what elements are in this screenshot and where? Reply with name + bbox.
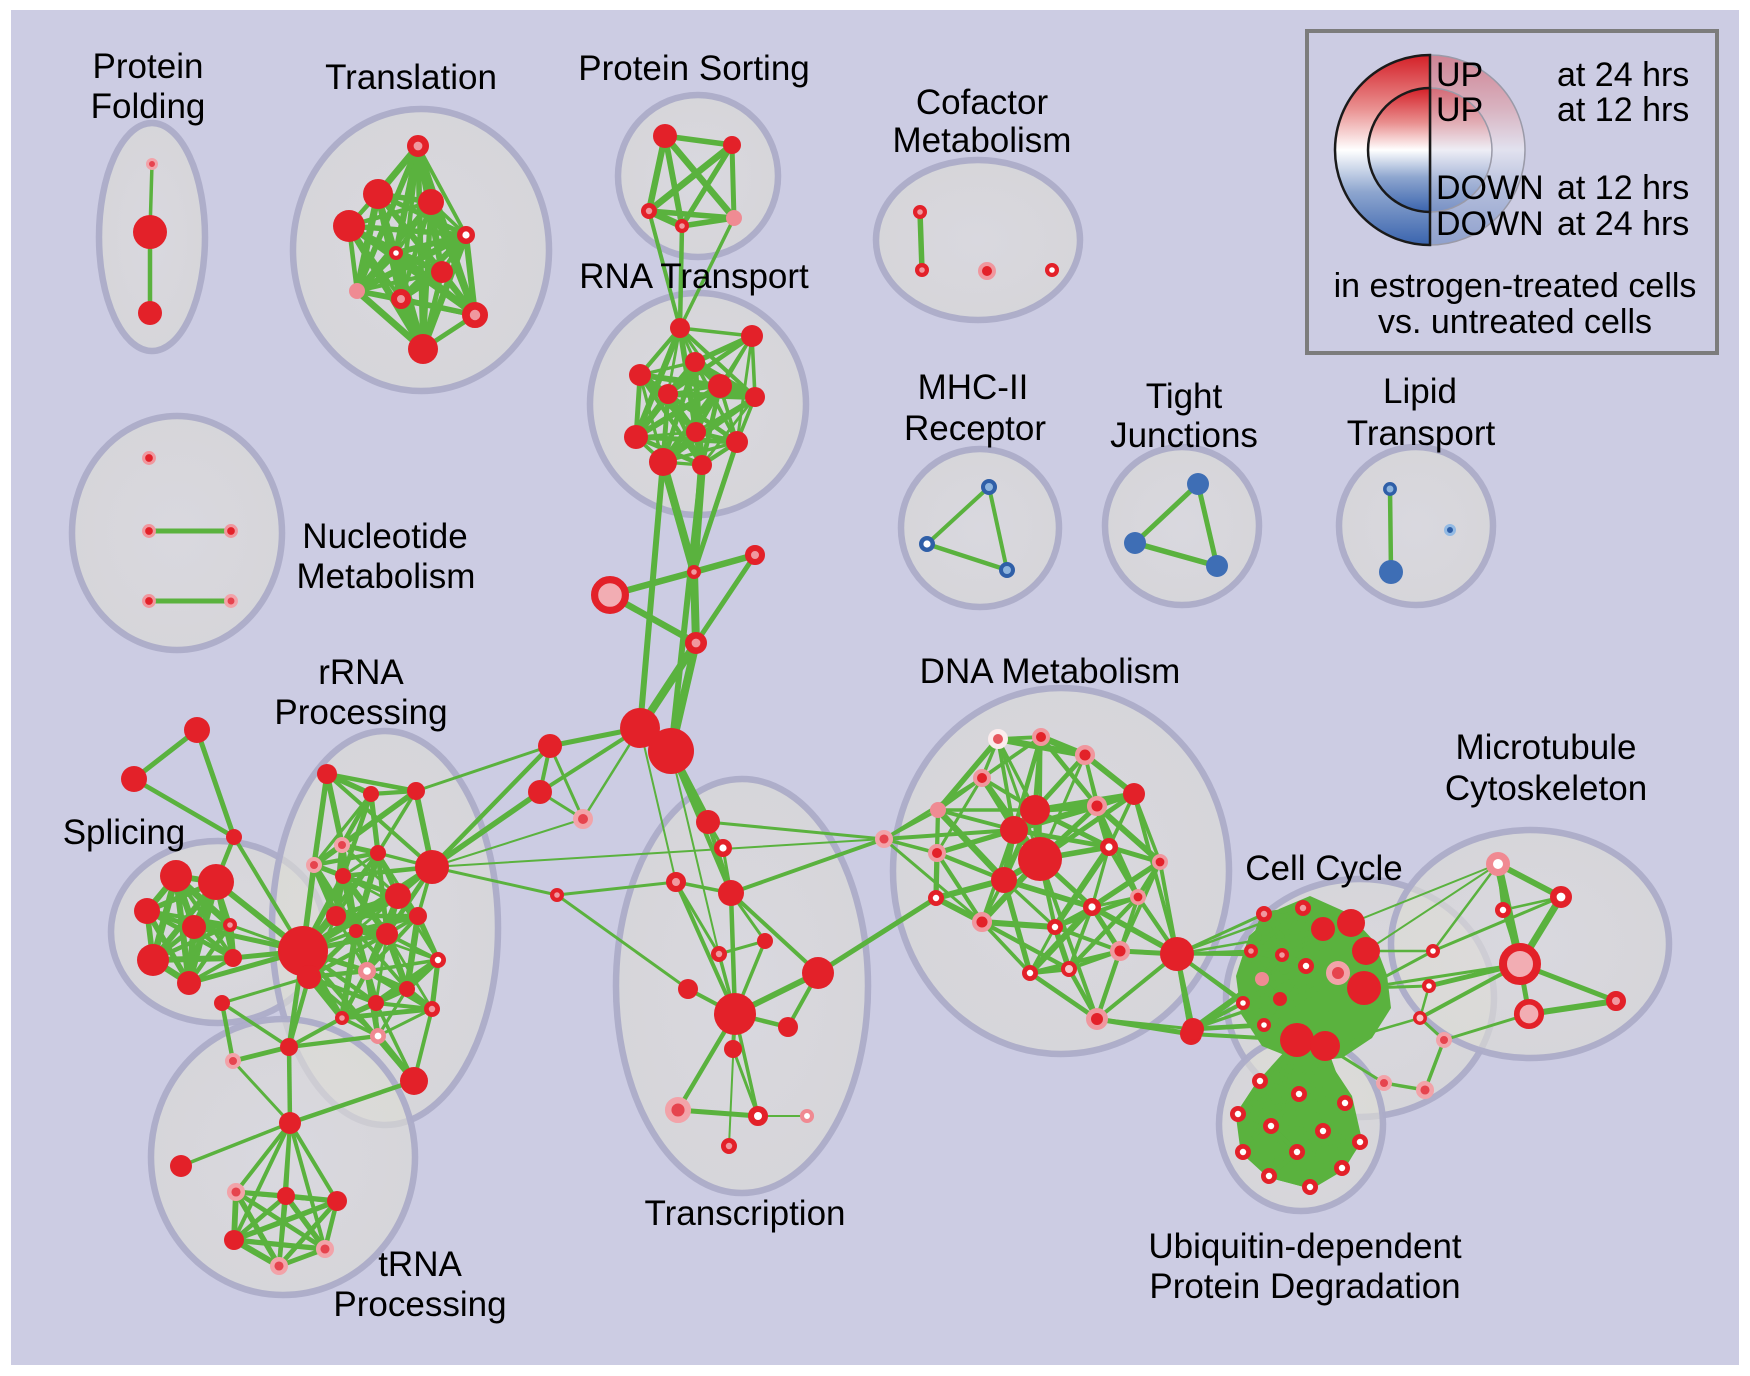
svg-text:at 12 hrs: at 12 hrs bbox=[1557, 91, 1689, 129]
svg-text:vs. untreated cells: vs. untreated cells bbox=[1378, 303, 1652, 341]
svg-text:DOWN: DOWN bbox=[1436, 169, 1544, 207]
svg-text:Receptor: Receptor bbox=[904, 409, 1046, 448]
svg-text:at 24 hrs: at 24 hrs bbox=[1557, 205, 1689, 243]
svg-text:MHC-II: MHC-II bbox=[918, 368, 1029, 407]
svg-text:UP: UP bbox=[1436, 91, 1483, 129]
svg-text:Cofactor: Cofactor bbox=[916, 83, 1049, 122]
svg-text:at 24 hrs: at 24 hrs bbox=[1557, 56, 1689, 94]
svg-text:Cytoskeleton: Cytoskeleton bbox=[1445, 769, 1647, 808]
svg-text:Metabolism: Metabolism bbox=[297, 557, 476, 596]
svg-text:Protein Sorting: Protein Sorting bbox=[578, 49, 810, 88]
svg-text:Junctions: Junctions bbox=[1110, 416, 1258, 455]
svg-text:Nucleotide: Nucleotide bbox=[302, 517, 467, 556]
svg-text:Lipid: Lipid bbox=[1383, 372, 1457, 411]
svg-text:RNA Transport: RNA Transport bbox=[579, 257, 809, 296]
svg-text:Transport: Transport bbox=[1347, 414, 1496, 453]
svg-text:rRNA: rRNA bbox=[318, 653, 404, 692]
svg-text:Tight: Tight bbox=[1146, 377, 1223, 416]
svg-text:Protein: Protein bbox=[93, 47, 204, 86]
svg-text:DOWN: DOWN bbox=[1436, 205, 1544, 243]
svg-text:Transcription: Transcription bbox=[645, 1194, 846, 1233]
svg-text:Metabolism: Metabolism bbox=[893, 121, 1072, 160]
svg-text:Translation: Translation bbox=[325, 58, 497, 97]
svg-text:Splicing: Splicing bbox=[63, 813, 186, 852]
svg-text:UP: UP bbox=[1436, 56, 1483, 94]
svg-text:Cell Cycle: Cell Cycle bbox=[1245, 849, 1403, 888]
svg-text:in estrogen-treated cells: in estrogen-treated cells bbox=[1334, 267, 1697, 305]
svg-text:tRNA: tRNA bbox=[378, 1245, 462, 1284]
svg-text:at 12 hrs: at 12 hrs bbox=[1557, 169, 1689, 207]
svg-text:Protein Degradation: Protein Degradation bbox=[1149, 1267, 1460, 1306]
svg-text:Microtubule: Microtubule bbox=[1456, 728, 1637, 767]
svg-text:Processing: Processing bbox=[333, 1285, 506, 1324]
svg-text:DNA Metabolism: DNA Metabolism bbox=[920, 652, 1181, 691]
svg-text:Ubiquitin-dependent: Ubiquitin-dependent bbox=[1148, 1227, 1462, 1266]
svg-text:Folding: Folding bbox=[91, 87, 206, 126]
svg-text:Processing: Processing bbox=[274, 693, 447, 732]
